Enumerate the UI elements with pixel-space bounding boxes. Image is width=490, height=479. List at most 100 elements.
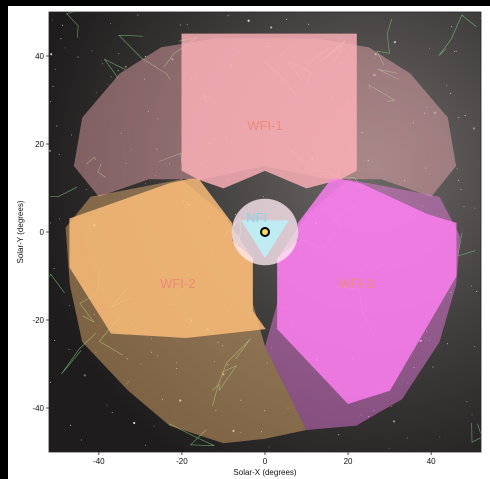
left-black-bar bbox=[0, 0, 8, 479]
star bbox=[153, 425, 155, 427]
star bbox=[118, 53, 120, 55]
star bbox=[95, 351, 97, 353]
star bbox=[373, 74, 376, 77]
star bbox=[49, 381, 51, 383]
star bbox=[186, 24, 188, 26]
star bbox=[157, 355, 159, 357]
sun-disk bbox=[262, 229, 268, 235]
star bbox=[450, 92, 451, 94]
star bbox=[150, 338, 152, 340]
star bbox=[471, 285, 473, 287]
star bbox=[407, 382, 409, 384]
star bbox=[308, 23, 309, 25]
y-tick-label: 0 bbox=[40, 228, 45, 237]
star bbox=[413, 367, 415, 369]
star bbox=[268, 446, 270, 448]
star bbox=[110, 76, 112, 78]
star bbox=[107, 83, 109, 85]
star bbox=[137, 14, 139, 16]
star bbox=[406, 437, 408, 439]
wfi-2-field bbox=[69, 178, 266, 339]
star bbox=[361, 131, 363, 133]
star bbox=[171, 58, 174, 61]
star bbox=[439, 436, 441, 438]
star bbox=[156, 148, 158, 150]
star bbox=[367, 416, 369, 418]
star bbox=[454, 50, 456, 52]
star bbox=[360, 414, 362, 416]
star bbox=[169, 163, 170, 165]
star bbox=[433, 111, 437, 114]
star bbox=[150, 351, 152, 353]
y-tick-label: -40 bbox=[32, 404, 44, 413]
nfi-layer: NFI bbox=[231, 198, 299, 266]
star bbox=[120, 132, 122, 134]
star bbox=[426, 330, 428, 332]
star bbox=[49, 222, 51, 224]
star bbox=[227, 364, 229, 366]
star bbox=[426, 106, 428, 108]
star bbox=[374, 57, 376, 59]
constellation-line bbox=[212, 338, 251, 407]
star bbox=[126, 382, 128, 384]
star bbox=[49, 101, 51, 103]
star bbox=[449, 301, 451, 303]
constellation-line bbox=[85, 156, 96, 165]
star bbox=[106, 404, 108, 406]
x-tick-label: 20 bbox=[344, 457, 353, 466]
star bbox=[240, 432, 242, 433]
star bbox=[463, 206, 465, 208]
star bbox=[472, 127, 475, 130]
star bbox=[85, 189, 87, 190]
star bbox=[140, 363, 142, 365]
star bbox=[117, 70, 119, 72]
star bbox=[464, 115, 466, 116]
star bbox=[264, 410, 265, 412]
wfi-1-field bbox=[181, 33, 357, 189]
constellation-line bbox=[378, 69, 399, 80]
star bbox=[466, 401, 468, 403]
star bbox=[51, 19, 53, 21]
star bbox=[404, 179, 406, 181]
star bbox=[217, 341, 219, 343]
star bbox=[68, 305, 70, 307]
star bbox=[53, 267, 55, 269]
wfi-3-field bbox=[277, 178, 457, 405]
star bbox=[261, 431, 262, 433]
star bbox=[59, 218, 61, 220]
star bbox=[391, 405, 393, 407]
x-tick-label: 0 bbox=[263, 457, 268, 466]
star bbox=[162, 398, 163, 400]
star bbox=[130, 149, 132, 151]
star bbox=[450, 291, 452, 293]
star bbox=[125, 162, 127, 164]
star bbox=[471, 414, 473, 416]
star bbox=[176, 367, 178, 369]
star bbox=[54, 339, 55, 341]
star bbox=[373, 410, 375, 412]
star bbox=[93, 313, 95, 315]
star bbox=[232, 429, 235, 432]
star bbox=[429, 48, 431, 49]
star bbox=[219, 381, 221, 383]
star bbox=[70, 424, 72, 426]
star bbox=[456, 168, 458, 170]
star bbox=[176, 362, 178, 364]
star bbox=[81, 439, 83, 441]
star bbox=[474, 207, 476, 209]
star bbox=[266, 362, 268, 364]
star bbox=[145, 444, 146, 446]
star bbox=[455, 50, 457, 52]
constellation-line bbox=[104, 58, 126, 79]
star bbox=[222, 345, 224, 347]
star bbox=[144, 78, 146, 80]
fov-layer: WFI-1 WFI-2 WFI-3 bbox=[69, 33, 457, 405]
constellation-line bbox=[97, 163, 106, 178]
star bbox=[392, 420, 396, 423]
wfi-2-label: WFI-2 bbox=[160, 276, 195, 291]
star bbox=[287, 407, 289, 409]
constellation-line bbox=[61, 332, 97, 375]
wfi-1-label: WFI-1 bbox=[247, 118, 282, 133]
x-tick-label: 40 bbox=[427, 457, 436, 466]
star bbox=[124, 65, 127, 68]
